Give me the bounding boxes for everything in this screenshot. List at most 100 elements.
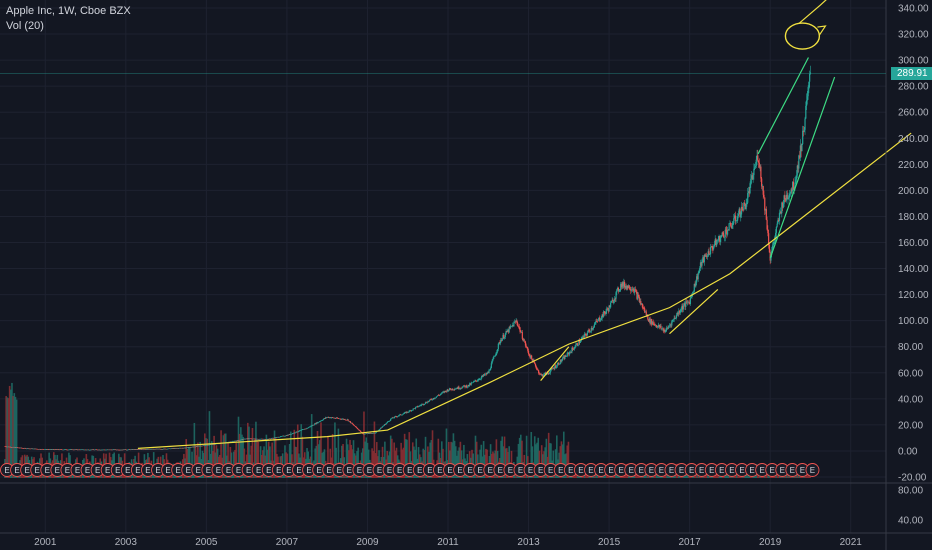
candle-body bbox=[85, 449, 87, 451]
candle-body bbox=[488, 369, 490, 373]
volume-bar bbox=[229, 446, 232, 478]
candle-body bbox=[596, 320, 598, 322]
candle-body bbox=[661, 328, 664, 329]
volume-bar bbox=[766, 473, 768, 478]
circle-annotation[interactable] bbox=[784, 0, 832, 50]
candle-body bbox=[803, 129, 805, 132]
earnings-marker: E bbox=[20, 463, 35, 477]
volume-bar bbox=[235, 443, 237, 478]
earnings-label: E bbox=[629, 466, 634, 475]
candle-body bbox=[298, 430, 300, 432]
volume-bar bbox=[554, 449, 557, 478]
earnings-label: E bbox=[659, 466, 664, 475]
candle-body bbox=[739, 208, 741, 217]
candle-body bbox=[199, 445, 201, 447]
volume-bar bbox=[414, 449, 416, 478]
candle-body bbox=[424, 403, 426, 405]
candle-body bbox=[88, 449, 91, 451]
volume-bar bbox=[215, 445, 218, 478]
volume-bar bbox=[561, 444, 564, 478]
candle-body bbox=[290, 434, 292, 435]
candle-body bbox=[457, 386, 459, 389]
candle-body bbox=[523, 340, 525, 342]
candle-body bbox=[239, 439, 242, 441]
candle-body bbox=[37, 449, 39, 450]
volume-bar bbox=[716, 474, 718, 478]
earnings-label: E bbox=[115, 466, 120, 475]
candle-body bbox=[519, 327, 521, 332]
price-axis[interactable]: 340.00 320.00 300.00 280.00 260.00 240.00 220.… bbox=[898, 4, 929, 527]
volume-bar bbox=[381, 446, 384, 478]
candle-body bbox=[438, 395, 441, 396]
candle-body bbox=[285, 435, 287, 436]
earnings-label: E bbox=[85, 466, 90, 475]
candle-body bbox=[543, 373, 545, 376]
candle-body bbox=[251, 438, 253, 440]
candle-body bbox=[146, 449, 149, 450]
candle-body bbox=[311, 425, 313, 427]
earnings-marker: E bbox=[271, 463, 286, 477]
candle-body bbox=[387, 421, 389, 422]
price-tick-label: 140.00 bbox=[898, 264, 929, 275]
time-axis[interactable]: 2001 2003 2005 2007 2009 2011 2013 2015 2017 2019… bbox=[34, 537, 862, 548]
volume-indicator-label[interactable]: Vol (20) bbox=[6, 20, 44, 32]
candle-body bbox=[524, 340, 526, 342]
candle-body bbox=[606, 308, 609, 310]
candle-body bbox=[328, 417, 331, 418]
earnings-label: E bbox=[35, 466, 40, 475]
candle-body bbox=[81, 449, 83, 451]
candle-body bbox=[353, 425, 355, 426]
earnings-label: E bbox=[347, 466, 352, 475]
candle-body bbox=[474, 380, 476, 382]
earnings-label: E bbox=[186, 466, 191, 475]
candle-body bbox=[606, 308, 608, 312]
candle-body bbox=[555, 365, 557, 368]
candle-body bbox=[12, 446, 15, 448]
candle-body bbox=[750, 178, 752, 184]
candle-body bbox=[579, 341, 582, 343]
volume-bar bbox=[452, 433, 455, 478]
volume-bar bbox=[13, 393, 16, 478]
candle-body bbox=[701, 259, 703, 266]
candle-body bbox=[552, 368, 554, 369]
candle-body bbox=[301, 429, 303, 430]
candle-body bbox=[740, 214, 742, 217]
candle-body bbox=[775, 232, 777, 237]
candle-body bbox=[650, 319, 652, 324]
candle-body bbox=[627, 285, 630, 288]
volume-bar bbox=[213, 435, 215, 478]
annotation-arrow bbox=[799, 0, 827, 24]
candle-body bbox=[711, 246, 713, 249]
volume-bar bbox=[300, 424, 303, 478]
volume-bar bbox=[424, 436, 427, 478]
candle-body bbox=[166, 448, 168, 450]
candle-body bbox=[516, 320, 518, 323]
candle-body bbox=[163, 448, 166, 450]
candle-body bbox=[324, 418, 326, 419]
trendlines[interactable] bbox=[137, 57, 912, 449]
candle-body bbox=[588, 330, 590, 331]
symbol-title[interactable]: Apple Inc, 1W, Cboe BZX bbox=[6, 5, 131, 17]
candle-body bbox=[587, 330, 589, 333]
candle-body bbox=[10, 447, 12, 448]
candle-body bbox=[442, 391, 444, 393]
candle-body bbox=[429, 399, 431, 401]
price-tick-label: 20.00 bbox=[898, 420, 923, 431]
volume-bar bbox=[786, 474, 788, 478]
candle-body bbox=[742, 210, 744, 211]
candle-body bbox=[283, 436, 286, 437]
candle-body bbox=[550, 368, 552, 372]
candle-body bbox=[211, 444, 214, 445]
candle-body bbox=[720, 235, 722, 238]
candle-body bbox=[354, 425, 356, 427]
candle-body bbox=[5, 446, 7, 447]
candle-body bbox=[413, 408, 415, 409]
candle-body bbox=[572, 347, 574, 349]
candle-body bbox=[478, 379, 480, 381]
candle-body bbox=[328, 417, 330, 418]
candle-body bbox=[277, 436, 279, 438]
candle-body bbox=[284, 435, 286, 437]
earnings-label: E bbox=[588, 466, 593, 475]
